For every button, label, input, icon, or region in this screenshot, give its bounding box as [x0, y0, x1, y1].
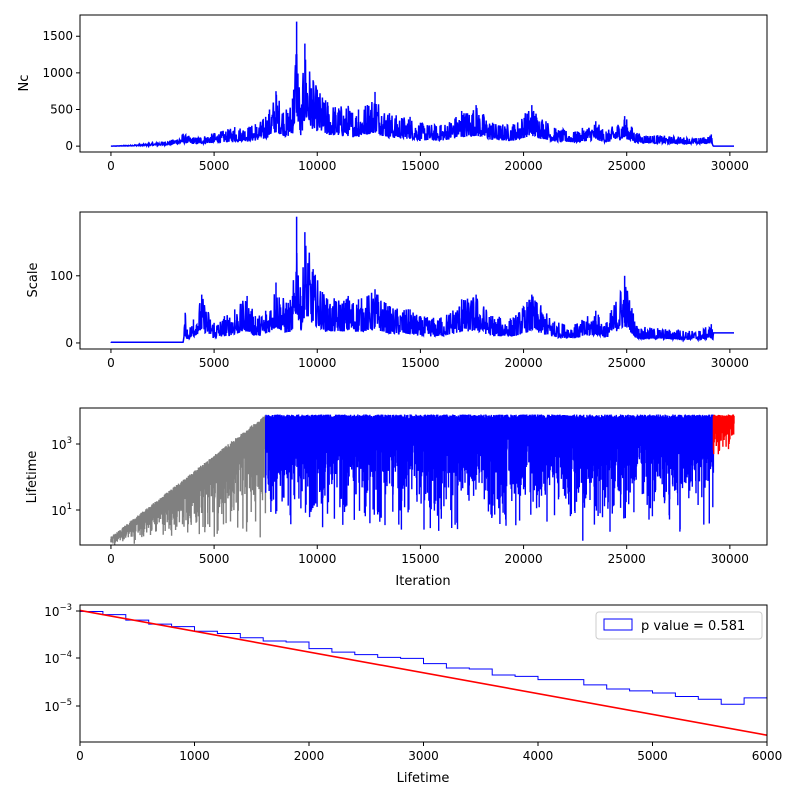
xtick-label: 25000	[608, 356, 646, 370]
xtick-label: 4000	[523, 749, 554, 763]
xtick-label: 5000	[199, 159, 230, 173]
lifetime-band	[712, 414, 735, 455]
xtick-label: 15000	[401, 552, 439, 566]
legend-box	[595, 611, 763, 640]
xtick-label: 10000	[298, 552, 336, 566]
xtick-label: 0	[107, 159, 115, 173]
ytick-label: 0	[65, 139, 73, 153]
xtick-label: 10000	[298, 356, 336, 370]
xtick-label: 6000	[752, 749, 783, 763]
lifetime-xlabel: Iteration	[395, 574, 450, 589]
lifetime-band	[110, 415, 267, 545]
nc-series	[110, 21, 734, 149]
panel-lifetime: 103 101 0 5000 10000 15000 20000 25000 30000 L…	[25, 407, 768, 589]
histogram-xticks: 0 1000 2000 3000 4000 5000 6000	[76, 742, 782, 763]
histogram-steps	[80, 611, 767, 742]
xtick-label: 20000	[504, 552, 542, 566]
lifetime-series	[110, 414, 735, 545]
nc-xticks: 0 5000 10000 15000 20000 25000 30000	[107, 152, 749, 173]
xtick-label: 20000	[504, 356, 542, 370]
nc-axes-frame	[79, 14, 768, 153]
lifetime-yticks: 103 101	[51, 436, 80, 518]
lifetime-ytick-label: 103	[51, 436, 72, 452]
ytick-label: 1000	[42, 66, 73, 80]
scale-xticks: 0 5000 10000 15000 20000 25000 30000	[107, 349, 749, 370]
scale-ylabel: Scale	[26, 263, 41, 298]
panel-scale: 0 100 0 5000 10000 15000 20000 25000 30000 Scal…	[26, 211, 768, 370]
ytick-label: 0	[65, 336, 73, 350]
xtick-label: 3000	[408, 749, 439, 763]
ytick-label: 500	[50, 103, 73, 117]
xtick-label: 30000	[711, 552, 749, 566]
xtick-label: 2000	[294, 749, 325, 763]
xtick-label: 25000	[608, 159, 646, 173]
ytick-label: 1500	[42, 29, 73, 43]
xtick-label: 1000	[179, 749, 210, 763]
xtick-label: 5000	[199, 356, 230, 370]
lifetime-axes-frame	[79, 407, 768, 546]
xtick-label: 0	[107, 356, 115, 370]
scale-series	[110, 216, 734, 344]
legend-swatch	[603, 618, 633, 631]
histogram-xlabel: Lifetime	[397, 771, 450, 786]
histogram-legend: p value = 0.581	[595, 611, 763, 640]
scale-axes-frame	[79, 211, 768, 350]
ytick-label: 100	[50, 269, 73, 283]
xtick-label: 0	[76, 749, 84, 763]
xtick-label: 20000	[504, 159, 542, 173]
xtick-label: 30000	[711, 159, 749, 173]
scale-yticks: 0 100	[50, 269, 80, 350]
xtick-label: 15000	[401, 159, 439, 173]
legend-label: p value = 0.581	[641, 619, 745, 634]
xtick-label: 5000	[199, 552, 230, 566]
lifetime-band	[265, 414, 715, 541]
panel-histogram: 10−5 10−4 10−3 0 1000 2000 3000 4000 5000 6000…	[44, 603, 782, 786]
histogram-ytick-label: 10−4	[44, 650, 72, 666]
panel-nc: 0 500 1000 1500 0 5000 10000 15000 20000 25000 30…	[17, 14, 768, 173]
xtick-label: 30000	[711, 356, 749, 370]
histogram-series	[80, 609, 767, 742]
lifetime-xticks: 0 5000 10000 15000 20000 25000 30000	[107, 545, 749, 566]
xtick-label: 0	[107, 552, 115, 566]
fit-line	[80, 609, 767, 736]
lifetime-ytick-label: 101	[51, 502, 72, 518]
histogram-ytick-label: 10−5	[44, 698, 72, 714]
histogram-yticks: 10−5 10−4 10−3	[44, 603, 80, 714]
nc-ylabel: Nc	[17, 75, 32, 92]
xtick-label: 10000	[298, 159, 336, 173]
histogram-ytick-label: 10−3	[44, 603, 72, 619]
lifetime-ylabel: Lifetime	[25, 451, 40, 504]
xtick-label: 25000	[608, 552, 646, 566]
xtick-label: 15000	[401, 356, 439, 370]
xtick-label: 5000	[637, 749, 668, 763]
nc-yticks: 0 500 1000 1500	[42, 29, 80, 153]
